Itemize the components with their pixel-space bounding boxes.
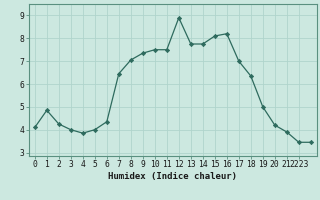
X-axis label: Humidex (Indice chaleur): Humidex (Indice chaleur) xyxy=(108,172,237,181)
